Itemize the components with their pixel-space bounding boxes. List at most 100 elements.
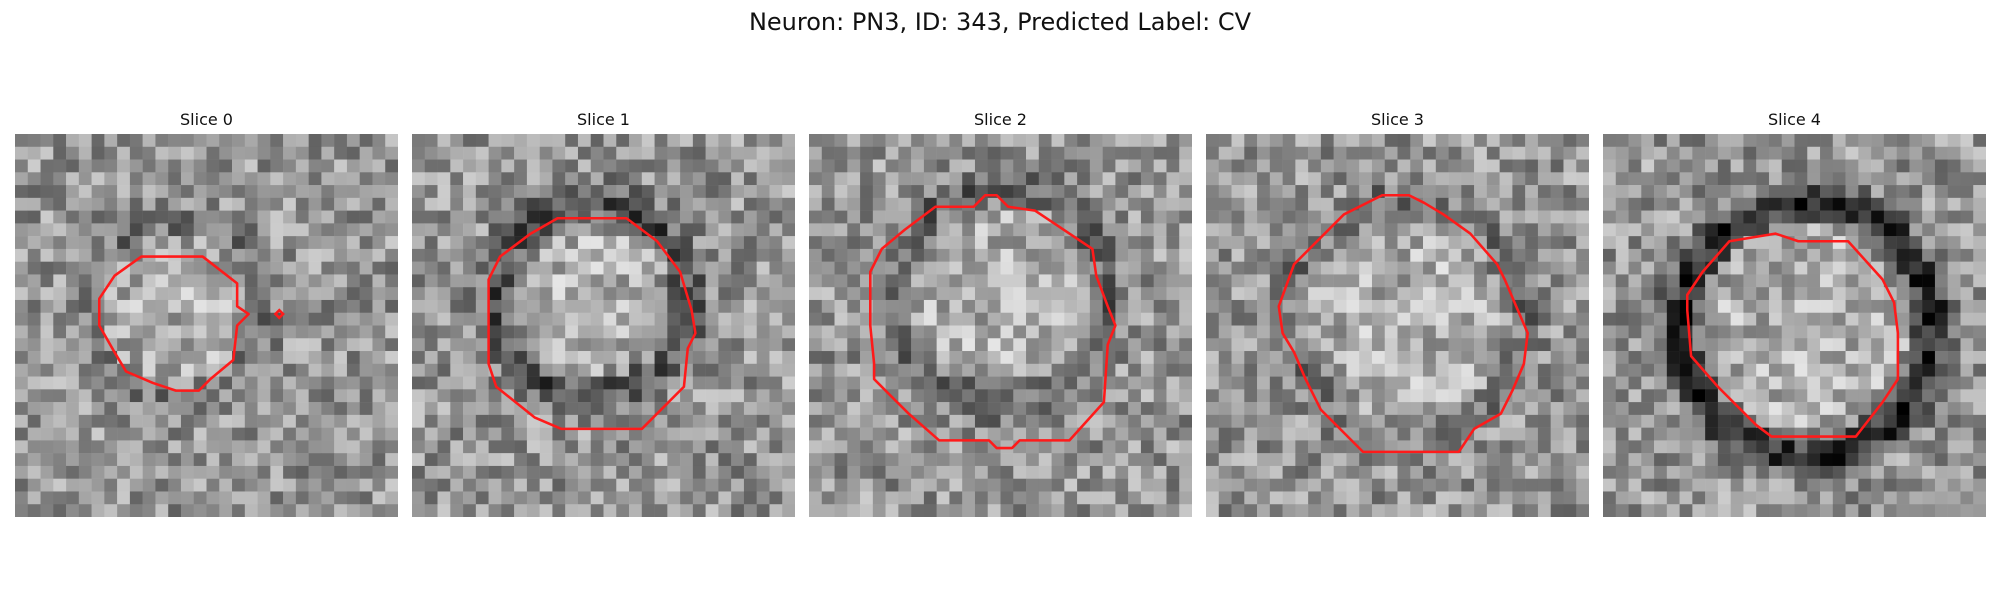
image-pixel [1615, 478, 1629, 492]
image-pixel [244, 402, 258, 416]
image-pixel [565, 197, 579, 211]
image-pixel [424, 274, 438, 288]
image-pixel [847, 351, 861, 365]
image-pixel [1768, 146, 1782, 160]
image-pixel [1244, 299, 1258, 313]
image-pixel [692, 478, 706, 492]
image-pixel [1832, 402, 1846, 416]
image-pixel [834, 440, 848, 454]
image-pixel [1820, 389, 1834, 403]
image-pixel [1486, 465, 1500, 479]
image-pixel [514, 159, 528, 173]
image-pixel [1512, 236, 1526, 250]
image-pixel [1537, 134, 1551, 148]
image-pixel [1525, 287, 1539, 301]
image-pixel [1346, 210, 1360, 224]
image-pixel [385, 504, 398, 517]
image-pixel [1218, 236, 1232, 250]
image-pixel [1563, 236, 1577, 250]
image-pixel [1934, 402, 1948, 416]
image-pixel [1512, 440, 1526, 454]
image-pixel [860, 338, 874, 352]
image-pixel [1384, 389, 1398, 403]
image-pixel [911, 325, 925, 339]
image-pixel [193, 236, 207, 250]
image-pixel [1654, 159, 1668, 173]
image-pixel [1435, 389, 1449, 403]
image-pixel [385, 363, 398, 377]
image-pixel [1486, 197, 1500, 211]
image-pixel [1654, 351, 1668, 365]
image-pixel [1743, 146, 1757, 160]
image-pixel [1153, 197, 1167, 211]
image-pixel [1781, 465, 1795, 479]
image-pixel [40, 210, 54, 224]
image-pixel [1499, 453, 1513, 467]
image-pixel [244, 146, 258, 160]
image-pixel [769, 134, 783, 148]
image-pixel [1563, 325, 1577, 339]
image-pixel [1410, 453, 1424, 467]
image-pixel [1038, 223, 1052, 237]
image-pixel [1679, 274, 1693, 288]
image-pixel [1140, 134, 1154, 148]
image-pixel [1896, 274, 1910, 288]
image-pixel [1371, 402, 1385, 416]
image-pixel [1038, 325, 1052, 339]
image-pixel [577, 134, 591, 148]
image-pixel [731, 338, 745, 352]
image-pixel [270, 325, 284, 339]
image-pixel [219, 172, 233, 186]
image-pixel [1628, 261, 1642, 275]
image-pixel [53, 261, 67, 275]
image-pixel [1832, 427, 1846, 441]
image-pixel [1244, 453, 1258, 467]
image-pixel [1499, 351, 1513, 365]
image-pixel [1140, 197, 1154, 211]
image-pixel [1628, 453, 1642, 467]
image-pixel [692, 465, 706, 479]
image-pixel [1064, 274, 1078, 288]
image-pixel [885, 491, 899, 505]
image-pixel [78, 172, 92, 186]
image-pixel [1295, 146, 1309, 160]
image-pixel [654, 376, 668, 390]
image-pixel [1179, 338, 1192, 352]
image-pixel [232, 504, 246, 517]
image-pixel [1448, 325, 1462, 339]
image-pixel [809, 504, 823, 517]
image-pixel [346, 325, 360, 339]
image-pixel [1499, 465, 1513, 479]
image-pixel [731, 236, 745, 250]
image-pixel [1705, 172, 1719, 186]
image-pixel [1705, 414, 1719, 428]
image-pixel [283, 248, 297, 262]
image-pixel [949, 146, 963, 160]
image-pixel [1320, 172, 1334, 186]
image-pixel [488, 504, 502, 517]
image-pixel [244, 376, 258, 390]
image-pixel [1679, 427, 1693, 441]
image-pixel [334, 223, 348, 237]
image-pixel [1666, 159, 1680, 173]
image-pixel [1781, 197, 1795, 211]
image-pixel [1794, 159, 1808, 173]
image-pixel [603, 478, 617, 492]
image-pixel [1603, 491, 1617, 505]
image-pixel [1269, 465, 1283, 479]
image-pixel [117, 363, 131, 377]
image-pixel [283, 134, 297, 148]
image-pixel [1038, 453, 1052, 467]
image-pixel [629, 376, 643, 390]
image-pixel [321, 440, 335, 454]
image-pixel [756, 325, 770, 339]
image-pixel [1206, 351, 1220, 365]
image-pixel [142, 185, 156, 199]
image-pixel [718, 274, 732, 288]
image-pixel [1832, 312, 1846, 326]
image-pixel [1077, 338, 1091, 352]
image-pixel [1512, 274, 1526, 288]
image-pixel [232, 210, 246, 224]
image-pixel [104, 402, 118, 416]
image-pixel [1102, 172, 1116, 186]
